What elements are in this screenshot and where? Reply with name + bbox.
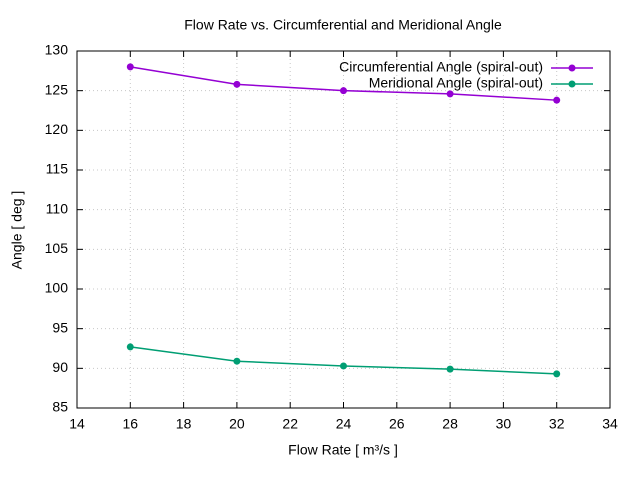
x-tick-label: 28: [442, 416, 458, 432]
plot-frame: [76, 50, 611, 409]
y-tick-label: 130: [45, 42, 69, 58]
x-axis-label: Flow Rate [ m³/s ]: [288, 442, 398, 458]
legend-marker: [568, 64, 576, 72]
chart-title: Flow Rate vs. Circumferential and Meridi…: [184, 17, 502, 33]
data-point: [446, 365, 454, 373]
x-tick-label: 16: [123, 416, 139, 432]
series-line: [130, 346, 557, 375]
legend-label: Meridional Angle (spiral-out): [369, 75, 543, 91]
legend-marker: [568, 80, 576, 88]
y-tick-label: 95: [52, 319, 68, 335]
x-tick-label: 30: [496, 416, 512, 432]
data-point: [340, 87, 347, 95]
y-tick-label: 100: [45, 280, 69, 296]
data-point: [446, 90, 454, 98]
x-tick-label: 24: [336, 416, 352, 432]
y-axis-label: Angle [ deg ]: [9, 191, 25, 270]
data-point: [553, 370, 561, 378]
y-tick-label: 120: [45, 121, 69, 137]
x-tick-label: 14: [69, 416, 85, 432]
y-tick-label: 105: [45, 240, 69, 256]
x-tick-label: 20: [229, 416, 245, 432]
y-tick-label: 115: [46, 161, 69, 177]
legend-label: Circumferential Angle (spiral-out): [339, 59, 543, 75]
data-point: [340, 362, 347, 370]
x-tick-label: 22: [282, 416, 298, 432]
x-tick-label: 34: [602, 416, 618, 432]
data-point: [233, 80, 241, 88]
x-tick-label: 18: [176, 416, 192, 432]
data-point: [233, 357, 241, 365]
y-tick-label: 85: [52, 399, 68, 415]
y-tick-label: 125: [45, 81, 69, 97]
y-tick-label: 90: [52, 359, 68, 375]
data-point: [126, 343, 134, 351]
x-tick-label: 32: [549, 416, 565, 432]
x-tick-label: 26: [389, 416, 405, 432]
y-tick-label: 110: [46, 200, 69, 216]
data-point: [553, 96, 561, 104]
data-point: [126, 63, 134, 71]
